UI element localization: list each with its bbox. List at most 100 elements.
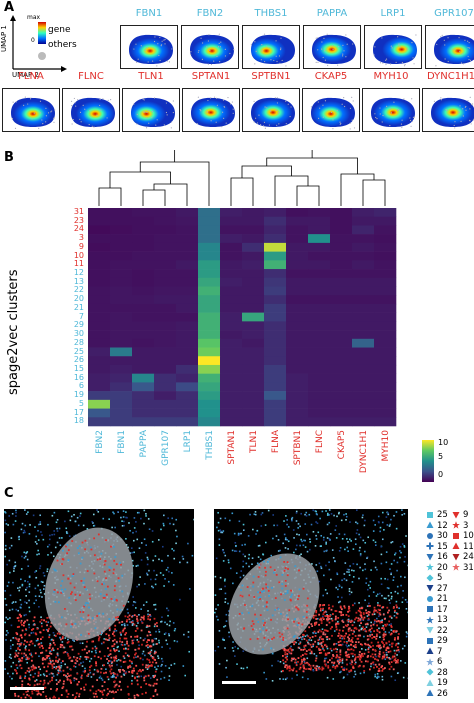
cluster-legend-label: 6 <box>437 657 443 667</box>
heatmap-cell <box>374 277 397 287</box>
umap-legend-graphic <box>10 15 67 72</box>
heatmap-cell <box>352 347 375 357</box>
heatmap-cell <box>308 373 331 383</box>
cluster-legend-item: 25 <box>426 510 448 521</box>
heatmap-cell <box>286 295 309 305</box>
heatmap-cell <box>198 260 221 270</box>
heatmap-cell <box>132 321 155 331</box>
cluster-legend-item: 7 <box>426 647 442 658</box>
heatmap-cell <box>88 303 111 313</box>
heatmap-cell <box>352 269 375 279</box>
heatmap-cell <box>352 382 375 392</box>
heatmap-cell <box>198 417 221 427</box>
heatmap-cell <box>352 295 375 305</box>
heatmap-cell <box>308 408 331 418</box>
heatmap-cell <box>264 356 287 366</box>
heatmap-cell <box>176 330 199 340</box>
heatmap-col-label-pappa: PAPPA <box>139 430 149 458</box>
heatmap-cell <box>352 208 375 218</box>
heatmap-cell <box>374 216 397 226</box>
umap-thumb-gpr107 <box>425 25 474 69</box>
heatmap-cell <box>308 242 331 252</box>
cluster-legend-label: 21 <box>437 594 448 604</box>
others-dot <box>38 52 46 60</box>
marker-star-icon <box>426 615 434 624</box>
heatmap-cell <box>286 391 309 401</box>
heatmap-row-label: 3 <box>78 233 84 243</box>
umap-blob <box>71 97 115 127</box>
heatmap-cell <box>110 303 133 313</box>
heatmap-cell <box>110 338 133 348</box>
umap-gene-label-sptbn1: SPTBN1 <box>251 71 291 82</box>
marker-star-icon <box>452 521 460 529</box>
heatmap-cell <box>220 417 243 427</box>
heatmap-cell <box>176 399 199 409</box>
heatmap-cell <box>154 303 177 313</box>
heatmap-row-label: 21 <box>73 302 84 312</box>
cluster-legend-item: 28 <box>426 668 448 679</box>
heatmap-cell <box>198 391 221 401</box>
heatmap-row-label: 24 <box>73 224 84 234</box>
heatmap-cell <box>286 338 309 348</box>
heatmap-cell <box>264 295 287 305</box>
heatmap-cell <box>330 373 353 383</box>
heatmap-cell <box>132 399 155 409</box>
umap-colorbar <box>38 22 46 44</box>
heatmap-cell <box>308 269 331 279</box>
heatmap-cell <box>110 216 133 226</box>
heatmap-cell <box>352 277 375 287</box>
heatmap-cell <box>374 208 397 218</box>
cluster-legend-item: 10 <box>452 531 474 542</box>
heatmap-cell <box>154 208 177 218</box>
cluster-legend-item: 13 <box>426 615 448 626</box>
marker-star-icon <box>426 563 434 571</box>
heatmap-cell <box>132 208 155 218</box>
marker-tri-up-icon <box>452 542 460 549</box>
cluster-legend-item: 29 <box>426 636 448 647</box>
cluster-legend-item: 17 <box>426 605 448 616</box>
heatmap-cell <box>154 373 177 383</box>
heatmap-cell <box>264 347 287 357</box>
umap-thumb-flna <box>2 88 60 132</box>
umap-blob <box>373 34 417 64</box>
heatmap-cell <box>352 408 375 418</box>
heatmap-cell <box>110 347 133 357</box>
heatmap-cell <box>88 356 111 366</box>
heatmap-cell <box>154 347 177 357</box>
umap-gene-label-fbn1: FBN1 <box>135 8 163 19</box>
cluster-legend-label: 26 <box>437 688 448 699</box>
heatmap-cell <box>220 364 243 374</box>
arrow-up-icon <box>10 15 16 21</box>
heatmap-cell <box>132 216 155 226</box>
marker-star-icon <box>452 563 460 571</box>
heatmap-cell <box>308 321 331 331</box>
heatmap-cell <box>154 382 177 392</box>
heatmap-cell <box>330 408 353 418</box>
heatmap-cell <box>110 260 133 270</box>
heatmap-cell <box>374 364 397 374</box>
heatmap-cell <box>286 312 309 322</box>
heatmap-cell <box>198 295 221 305</box>
heatmap-row-label: 20 <box>73 294 84 304</box>
heatmap-row-label: 12 <box>73 268 84 278</box>
heatmap-cell <box>176 373 199 383</box>
heatmap-cell <box>154 338 177 348</box>
cluster-legend-label: 10 <box>463 531 474 541</box>
heatmap-cell <box>198 269 221 279</box>
heatmap-cell <box>242 321 265 331</box>
heatmap-cell <box>176 234 199 244</box>
heatmap-cell <box>220 242 243 252</box>
heatmap-cell <box>220 338 243 348</box>
heatmap-cell <box>352 225 375 235</box>
heatmap-col-label-gpr107: GPR107 <box>161 430 171 466</box>
heatmap-cell <box>110 417 133 427</box>
heatmap-cell <box>374 321 397 331</box>
heatmap-cell <box>198 225 221 235</box>
heatmap-cell <box>154 312 177 322</box>
heatmap-cell <box>88 321 111 331</box>
heatmap-cell <box>330 242 353 252</box>
heatmap-cell <box>308 338 331 348</box>
heatmap-cell <box>352 338 375 348</box>
heatmap-cell <box>264 251 287 261</box>
umap-gene-label-gpr107: GPR107 <box>434 8 474 19</box>
